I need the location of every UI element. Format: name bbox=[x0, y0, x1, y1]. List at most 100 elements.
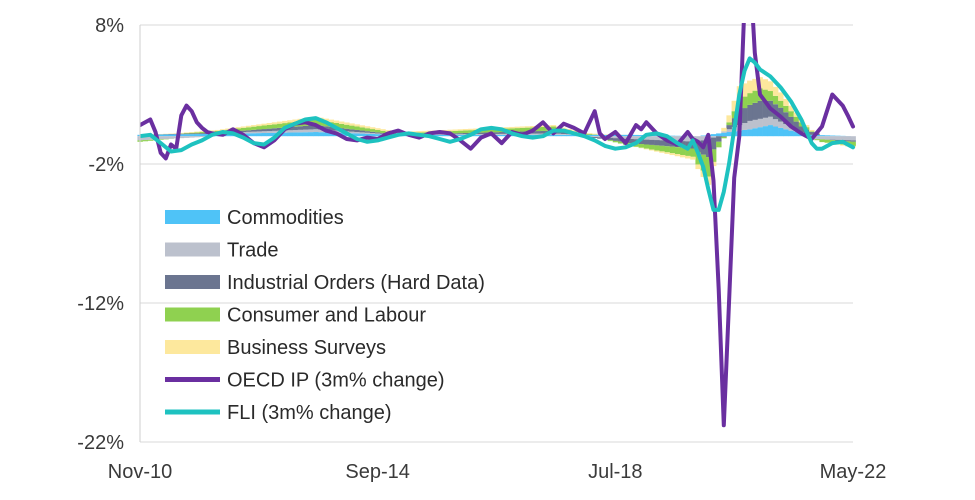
stack-segment bbox=[607, 137, 614, 141]
stack-segment bbox=[375, 129, 381, 133]
legend-label: FLI (3m% change) bbox=[227, 402, 392, 424]
stack-segment bbox=[747, 80, 753, 94]
stack-segment bbox=[519, 127, 526, 132]
stack-segment bbox=[344, 124, 350, 129]
legend-label: Consumer and Labour bbox=[227, 305, 426, 327]
stack-segment bbox=[741, 83, 748, 97]
axis-layer: 8% -2% -12% -22% Nov-10 Sep-14 Jul-18 May-22 bbox=[77, 15, 886, 483]
stack-segment bbox=[313, 129, 319, 133]
stack-segment bbox=[499, 134, 505, 137]
stack-segment bbox=[586, 133, 593, 134]
stack-segment bbox=[183, 132, 190, 134]
stack-segment bbox=[359, 132, 366, 134]
stack-segment bbox=[726, 122, 732, 126]
stack-segment bbox=[772, 126, 779, 137]
stack-segment bbox=[364, 128, 371, 132]
stack-segment bbox=[457, 129, 464, 131]
stack-segment bbox=[333, 120, 340, 123]
stack-segment bbox=[240, 127, 247, 131]
stack-segment bbox=[271, 130, 278, 133]
stack-segment bbox=[695, 164, 701, 170]
stack-segment bbox=[504, 127, 510, 129]
stack-segment bbox=[307, 129, 314, 133]
stack-segment bbox=[700, 135, 707, 137]
stack-segment bbox=[194, 131, 200, 133]
stack-segment bbox=[245, 125, 252, 128]
stack-segment bbox=[349, 123, 355, 126]
stack-segment bbox=[328, 126, 335, 131]
stack-segment bbox=[411, 131, 417, 133]
stack-segment bbox=[783, 99, 789, 106]
x-tick-label: Sep-14 bbox=[345, 461, 410, 483]
stack-segment bbox=[302, 132, 309, 137]
stack-segment bbox=[767, 81, 774, 92]
stack-segment bbox=[819, 135, 825, 137]
legend-label: Trade bbox=[227, 240, 279, 262]
stack-segment bbox=[597, 136, 603, 138]
stack-segment bbox=[266, 132, 273, 137]
stack-segment bbox=[530, 134, 536, 137]
stack-segment bbox=[561, 127, 567, 129]
stack-segment bbox=[183, 133, 190, 135]
stack-segment bbox=[643, 144, 650, 149]
stack-segment bbox=[292, 126, 298, 131]
stack-segment bbox=[183, 134, 190, 137]
stack-segment bbox=[597, 137, 603, 139]
stack-segment bbox=[473, 134, 479, 135]
stack-segment bbox=[850, 140, 856, 142]
stack-segment bbox=[561, 134, 567, 137]
legend-label: Industrial Orders (Hard Data) bbox=[227, 272, 485, 294]
legend: Commodities Trade Industrial Orders (Hard … bbox=[165, 207, 485, 424]
stack-segment bbox=[824, 139, 831, 143]
stack-segment bbox=[349, 129, 355, 132]
stack-segment bbox=[323, 132, 329, 137]
stack-segment bbox=[752, 128, 758, 137]
stack-segment bbox=[571, 130, 577, 132]
stack-segment bbox=[297, 126, 304, 130]
stack-segment bbox=[798, 126, 805, 133]
stack-segment bbox=[519, 126, 526, 128]
stacked-area-layer bbox=[137, 77, 856, 185]
stack-segment bbox=[524, 126, 531, 128]
stack-segment bbox=[271, 132, 278, 137]
stack-segment bbox=[674, 154, 681, 157]
stack-segment bbox=[354, 129, 360, 133]
legend-label: OECD IP (3m% change) bbox=[227, 370, 445, 392]
stack-segment bbox=[628, 138, 634, 144]
stack-segment bbox=[416, 131, 422, 133]
stack-segment bbox=[209, 130, 216, 132]
stack-segment bbox=[757, 100, 763, 119]
stack-segment bbox=[462, 133, 469, 135]
stack-segment bbox=[421, 132, 428, 135]
stack-segment bbox=[194, 136, 200, 138]
stack-segment bbox=[747, 104, 753, 121]
stack-segment bbox=[359, 130, 366, 133]
stack-segment bbox=[669, 146, 676, 154]
legend-swatch bbox=[165, 275, 220, 289]
stack-segment bbox=[685, 148, 691, 156]
stack-segment bbox=[834, 136, 841, 140]
stack-segment bbox=[721, 136, 727, 137]
stack-segment bbox=[654, 136, 660, 141]
stack-segment bbox=[266, 131, 273, 133]
stack-segment bbox=[499, 132, 505, 134]
stack-segment bbox=[710, 149, 717, 162]
stack-segment bbox=[178, 133, 185, 135]
stack-segment bbox=[726, 132, 732, 137]
stack-segment bbox=[550, 125, 557, 127]
stack-segment bbox=[473, 134, 479, 137]
stack-segment bbox=[757, 127, 763, 137]
stack-segment bbox=[261, 131, 267, 134]
stack-segment bbox=[194, 132, 200, 134]
stack-segment bbox=[344, 122, 350, 125]
stack-segment bbox=[452, 129, 459, 131]
stack-segment bbox=[431, 134, 438, 137]
stack-segment bbox=[685, 155, 691, 159]
stack-segment bbox=[338, 123, 345, 129]
stack-segment bbox=[214, 129, 221, 131]
stack-segment bbox=[338, 121, 345, 124]
stack-segment bbox=[778, 127, 784, 137]
stack-segment bbox=[493, 132, 500, 134]
stack-segment bbox=[778, 92, 784, 101]
legend-label: Commodities bbox=[227, 207, 344, 229]
